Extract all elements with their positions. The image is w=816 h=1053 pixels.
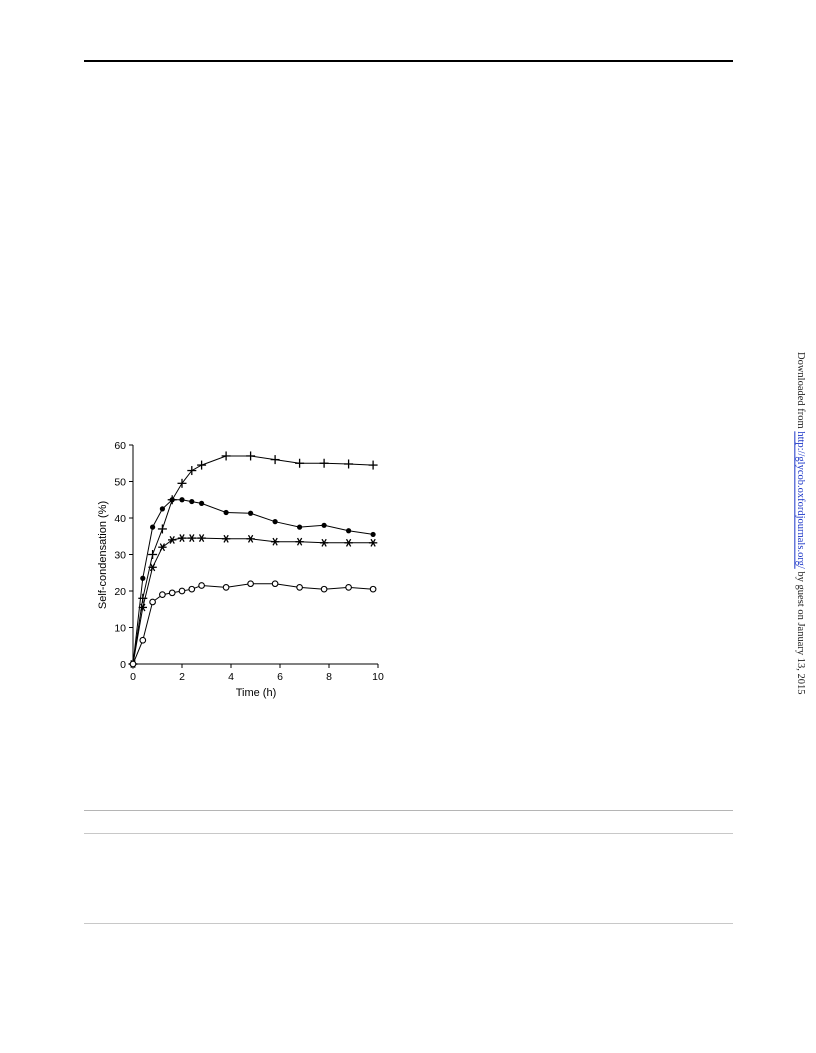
data-point	[157, 524, 167, 534]
data-point	[150, 524, 156, 530]
data-point	[370, 531, 376, 538]
data-point	[246, 451, 256, 461]
data-point	[168, 589, 176, 597]
data-point	[199, 500, 205, 506]
data-point	[139, 636, 147, 644]
series-line	[132, 455, 374, 665]
data-point	[344, 459, 354, 469]
data-point	[295, 458, 305, 468]
data-point	[368, 460, 378, 470]
series-plus	[128, 451, 378, 669]
data-point	[320, 585, 328, 593]
data-point	[140, 575, 146, 581]
data-point	[158, 543, 167, 552]
self-condensation-chart: 0 10 20 30 40 50 60 0 2 4 6 8 10 Time (h) Self-conde…	[97, 440, 384, 699]
series-open-circle	[129, 580, 377, 668]
divider-rule	[84, 810, 733, 811]
data-point	[271, 580, 279, 588]
y-tick-label: 40	[114, 513, 126, 525]
data-point	[148, 563, 157, 572]
data-point	[247, 580, 254, 588]
data-point	[272, 519, 278, 525]
data-point	[270, 537, 280, 546]
y-tick-label: 20	[114, 586, 126, 598]
download-notice: Downloaded from http://glycob.oxfordjour…	[790, 352, 810, 702]
data-point	[221, 451, 231, 461]
data-point	[198, 582, 205, 589]
data-point	[346, 528, 352, 534]
x-tick-label: 6	[277, 671, 283, 683]
data-point	[319, 538, 329, 547]
x-tick-label: 2	[179, 671, 185, 683]
divider-rule	[84, 923, 733, 924]
data-point	[197, 534, 206, 543]
data-point	[168, 535, 177, 544]
data-point	[296, 584, 303, 591]
series-asterisk	[128, 534, 378, 668]
divider-rule	[84, 833, 733, 834]
data-point	[221, 534, 231, 543]
y-tick-label: 60	[114, 440, 126, 452]
data-point	[344, 538, 353, 547]
data-point	[223, 509, 229, 516]
data-point	[248, 510, 254, 516]
chart-series	[128, 451, 378, 669]
x-tick-label: 8	[326, 671, 332, 683]
series-line	[132, 537, 374, 665]
data-point	[159, 591, 166, 598]
data-point	[369, 585, 377, 593]
x-tick-label: 10	[372, 671, 384, 683]
data-point	[189, 498, 195, 505]
data-point	[246, 534, 255, 543]
data-point	[159, 506, 165, 512]
data-point	[297, 524, 303, 530]
x-tick-label: 4	[228, 671, 234, 683]
x-axis-label: Time (h)	[236, 687, 277, 699]
data-point	[169, 497, 175, 503]
data-point	[197, 460, 207, 470]
series-line	[132, 583, 374, 665]
data-point	[187, 466, 197, 476]
data-point	[222, 584, 230, 591]
y-tick-label: 30	[114, 550, 126, 562]
x-tick-label: 0	[130, 671, 136, 683]
data-point	[177, 478, 187, 488]
y-tick-label: 50	[114, 477, 126, 489]
data-point	[270, 455, 280, 465]
data-point	[188, 585, 196, 593]
data-point	[321, 522, 327, 528]
data-point	[148, 550, 158, 559]
data-point	[149, 598, 156, 606]
data-point	[179, 497, 185, 503]
download-notice-prefix: Downloaded from	[795, 352, 806, 432]
y-tick-label: 10	[114, 623, 126, 635]
download-notice-suffix: by guest on January 13, 2015	[795, 568, 806, 695]
data-point	[368, 538, 378, 547]
data-point	[295, 537, 304, 546]
data-point	[177, 534, 187, 543]
data-point	[319, 458, 329, 468]
data-point	[138, 603, 147, 612]
data-point	[187, 534, 196, 543]
header-rule	[84, 60, 733, 62]
data-point	[178, 587, 186, 595]
data-point	[138, 593, 148, 603]
y-tick-label: 0	[120, 659, 126, 671]
download-link[interactable]: http://glycob.oxfordjournals.org/	[795, 431, 806, 569]
data-point	[129, 660, 137, 668]
y-axis-label: Self-condensation (%)	[97, 501, 109, 609]
chart-axes: 0 10 20 30 40 50 60 0 2 4 6 8 10	[114, 440, 384, 683]
data-point	[345, 584, 352, 591]
